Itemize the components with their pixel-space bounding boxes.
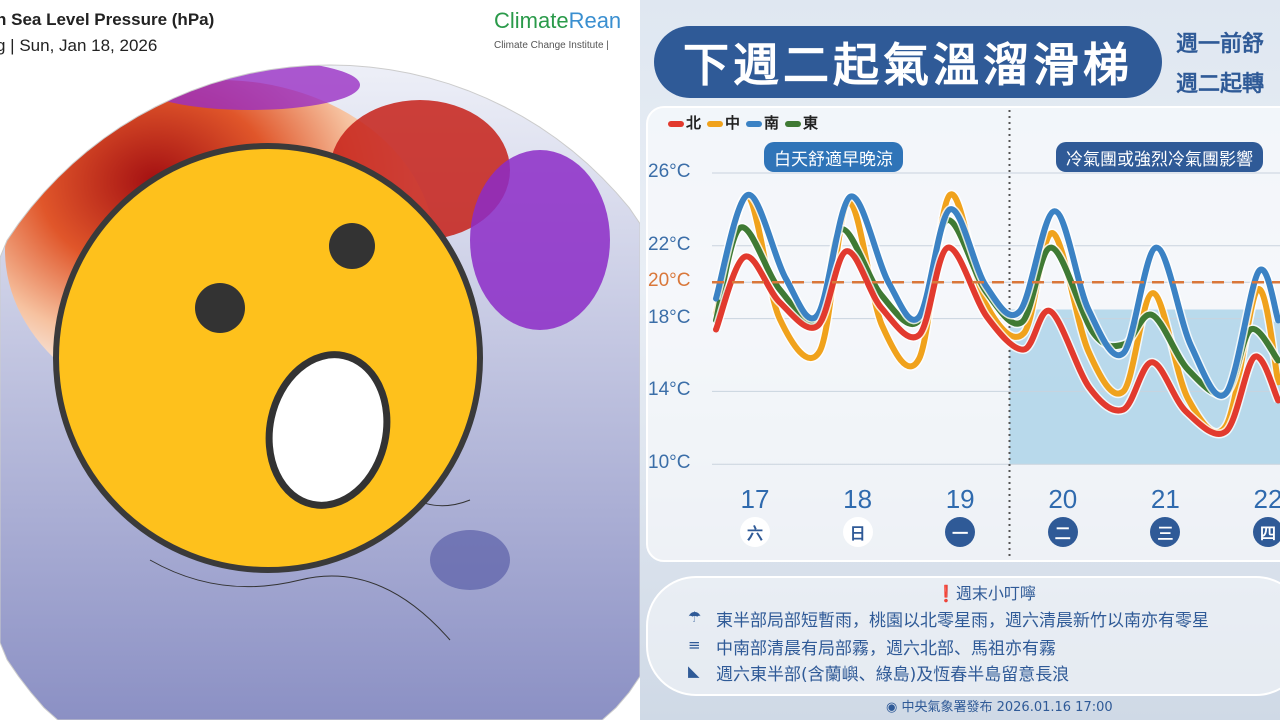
map-title: n Sea Level Pressure (hPa) bbox=[0, 10, 215, 29]
weekday-badge: 三 bbox=[1150, 517, 1181, 547]
notes-title: ❗週末小叮嚀 bbox=[936, 580, 1036, 604]
footer-credit: ◉ 中央氣象署發布 2026.01.16 17:00 bbox=[886, 700, 1113, 716]
subheadline-2: 週二起轉 bbox=[1176, 72, 1265, 97]
legend-item: 中 bbox=[707, 112, 740, 133]
weekday-badge: 六 bbox=[740, 517, 770, 547]
y-tick-label: 10°C bbox=[648, 452, 691, 474]
banner-mild: 白天舒適早晚涼 bbox=[764, 142, 903, 172]
weekday-badge: 日 bbox=[842, 517, 873, 547]
weekday-badge: 一 bbox=[945, 517, 976, 547]
legend-label: 南 bbox=[764, 114, 780, 132]
temperature-line-chart bbox=[711, 110, 1280, 560]
x-tick-label: 21 bbox=[1150, 484, 1180, 514]
x-tick-label: 19 bbox=[945, 484, 975, 514]
brand-logo: ClimateRean bbox=[494, 8, 621, 34]
brand-green: Climate bbox=[494, 8, 569, 33]
series-line-北 bbox=[713, 244, 1280, 437]
wave-icon: ◣ bbox=[688, 662, 700, 680]
note-rain: 東半部局部短暫雨，桃園以北零星雨，週六清晨新竹以南亦有零星 bbox=[716, 611, 1209, 631]
map-date: g | Sun, Jan 18, 2026 bbox=[0, 36, 158, 55]
legend-item: 北 bbox=[668, 112, 701, 133]
legend-label: 東 bbox=[803, 114, 819, 132]
y-tick-label: 26°C bbox=[648, 161, 691, 182]
legend-swatch bbox=[707, 120, 724, 127]
notes-box bbox=[646, 576, 1280, 696]
x-tick-label: 18 bbox=[843, 484, 873, 514]
legend-item: 南 bbox=[746, 112, 779, 133]
legend-label: 北 bbox=[686, 114, 702, 132]
y-tick-label: 20°C bbox=[648, 270, 691, 292]
subheadline-1: 週一前舒 bbox=[1176, 32, 1265, 57]
note-waves: 週六東半部(含蘭嶼、綠島)及恆春半島留意長浪 bbox=[716, 665, 1070, 685]
fog-icon: ≡ bbox=[688, 636, 701, 654]
brand-blue: Rean bbox=[568, 8, 622, 33]
cwa-logo-icon: ◉ bbox=[886, 700, 902, 715]
x-tick-label: 17 bbox=[740, 484, 770, 514]
series-line-中 bbox=[713, 191, 1280, 436]
banner-cold: 冷氣團或強烈冷氣團影響 bbox=[1056, 142, 1263, 172]
note-fog: 中南部清晨有局部霧，週六北部、馬祖亦有霧 bbox=[716, 639, 1056, 659]
headline: 下週二起氣溫溜滑梯 bbox=[654, 26, 1162, 98]
notes-title-text: 週末小叮嚀 bbox=[955, 584, 1036, 603]
y-tick-label: 18°C bbox=[648, 306, 691, 328]
weekday-badge: 四 bbox=[1253, 517, 1280, 547]
rain-cloud-icon: ☂ bbox=[688, 608, 702, 626]
legend-item: 東 bbox=[785, 112, 818, 133]
x-tick-label: 20 bbox=[1048, 484, 1078, 514]
legend-swatch bbox=[668, 120, 684, 127]
reanalysis-map-panel: n Sea Level Pressure (hPa) g | Sun, Jan … bbox=[0, 8, 640, 720]
x-tick-label: 22 bbox=[1253, 484, 1280, 514]
temperature-forecast-panel: 下週二起氣溫溜滑梯 週一前舒 週二起轉 北 中 南 東 白天舒適早晚涼 冷氣團或強烈冷… bbox=[640, 0, 1280, 720]
institute-label: Climate Change Institute | bbox=[494, 40, 609, 51]
info-icon: ❗ bbox=[936, 584, 956, 603]
legend-swatch bbox=[785, 120, 802, 127]
legend-swatch bbox=[746, 120, 763, 127]
legend: 北中南東 bbox=[668, 112, 818, 133]
footer-text: 中央氣象署發布 2026.01.16 17:00 bbox=[901, 700, 1113, 715]
astonished-face-icon bbox=[53, 143, 483, 573]
series-line-南 bbox=[713, 191, 1280, 399]
weekday-badge: 二 bbox=[1047, 517, 1078, 547]
legend-label: 中 bbox=[725, 114, 741, 132]
y-tick-label: 14°C bbox=[648, 379, 691, 401]
y-tick-label: 22°C bbox=[648, 233, 691, 255]
